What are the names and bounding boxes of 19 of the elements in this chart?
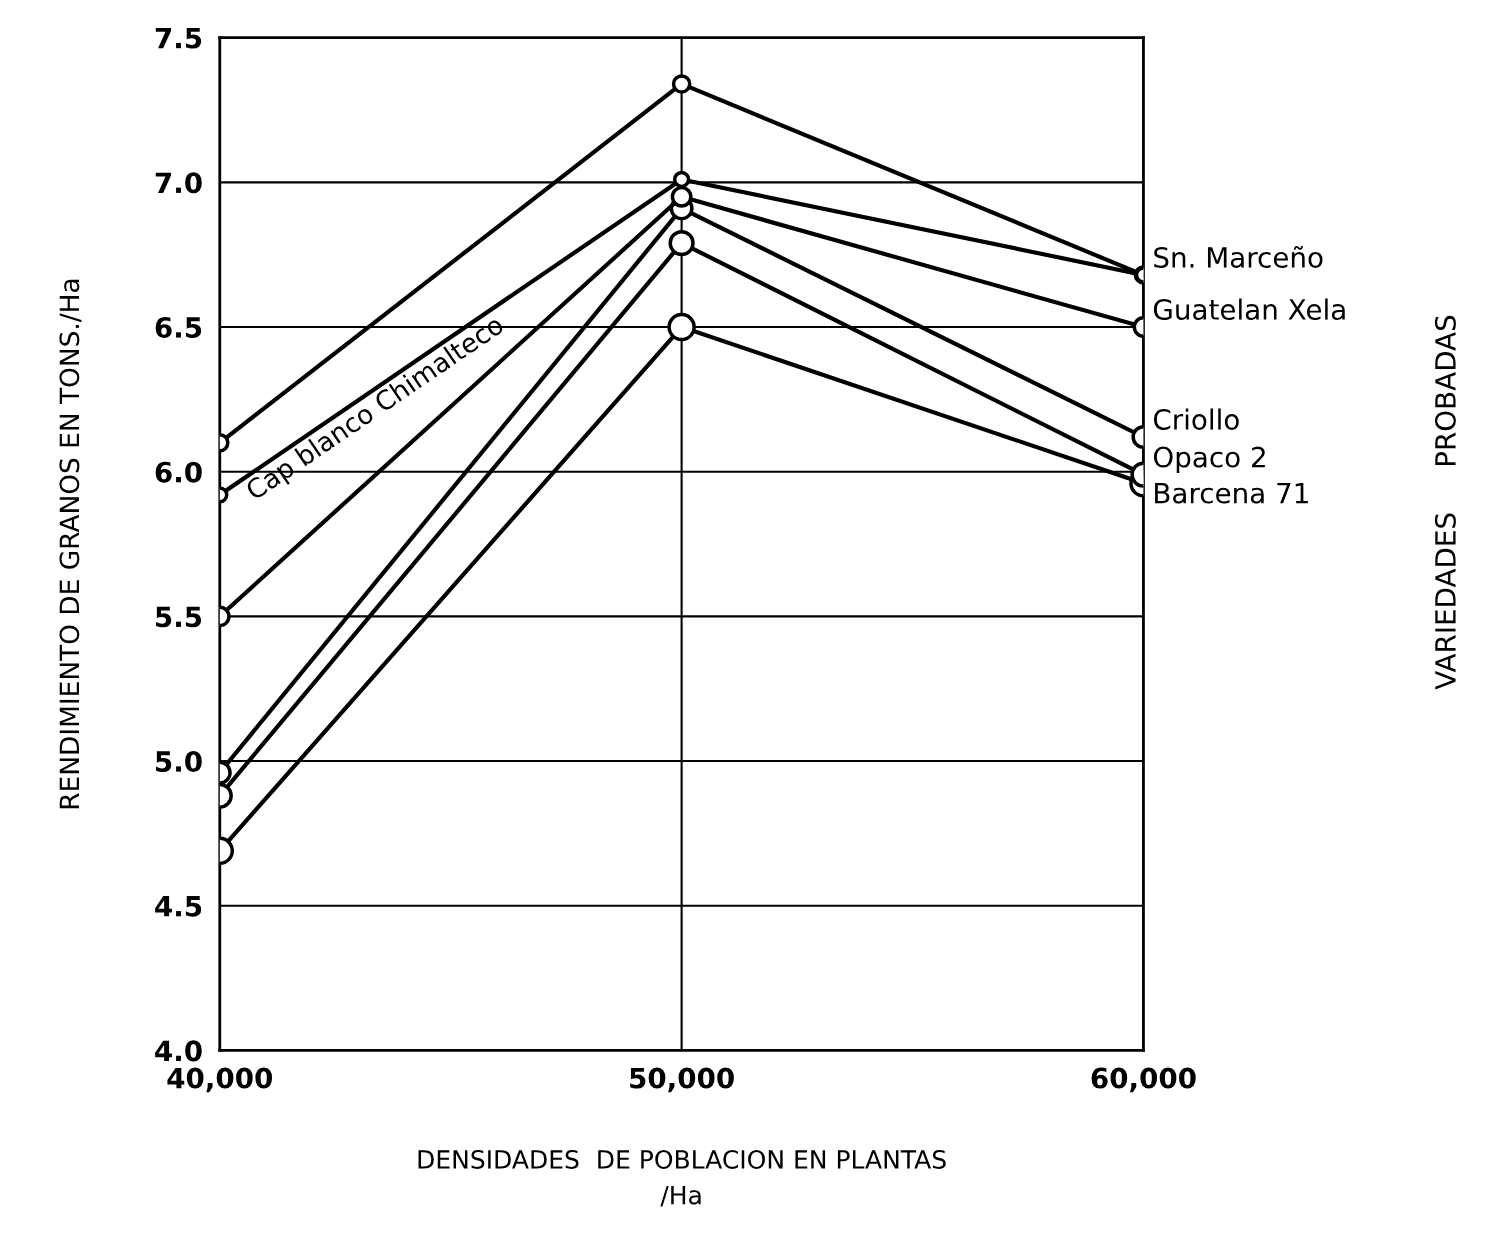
x-tick-label: 60,000 <box>1091 1067 1196 1093</box>
x-tick-label: 50,000 <box>630 1067 734 1093</box>
y-tick-label: 4.5 <box>155 896 202 917</box>
y-tick-label: 4.0 <box>155 1040 202 1062</box>
y-tick-label: 5.5 <box>156 606 202 628</box>
x-tick-label: 40,000 <box>167 1067 273 1093</box>
y-axis-title: RENDIMIENTO DE GRANOS EN TONS./Ha <box>59 279 82 809</box>
series-label: Opaco 2 <box>1153 446 1265 473</box>
y-tick-label: 6.0 <box>155 461 202 483</box>
series-label: Barcena 71 <box>1155 482 1308 504</box>
series-label: Guatelan Xela <box>1153 298 1345 321</box>
y-tick-label: 5.0 <box>156 751 202 773</box>
series-label: Criollo <box>1153 408 1239 430</box>
y-tick-label: 6.5 <box>155 316 202 338</box>
y-tick-label: 7.5 <box>155 27 202 49</box>
x-axis-title: DENSIDADES DE POBLACION EN PLANTAS /Ha <box>418 1149 946 1207</box>
legend-title: VARIEDADES PROBADAS <box>1434 315 1456 690</box>
y-tick-label: 7.0 <box>155 172 202 194</box>
series-label: Sn. Marceño <box>1154 245 1323 268</box>
